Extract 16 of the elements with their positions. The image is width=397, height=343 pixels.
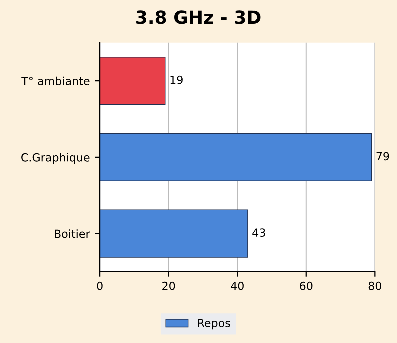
data-label: 19 — [170, 76, 183, 84]
y-tick-label: T° ambiante — [22, 76, 90, 86]
y-tick-label: C.Graphique — [22, 153, 90, 164]
x-tick-label: 20 — [162, 282, 176, 290]
data-label: 43 — [252, 228, 266, 238]
x-tick-label: 80 — [368, 282, 382, 290]
data-label: 79 — [376, 152, 390, 161]
chart-title: 3.8 GHz - 3D — [136, 10, 261, 24]
y-tick-label: Boitier — [55, 230, 90, 238]
bar — [100, 57, 166, 106]
x-tick-label: 60 — [300, 282, 313, 290]
x-tick-label: 40 — [231, 282, 244, 290]
bar — [100, 133, 372, 182]
x-tick-label: 0 — [97, 282, 103, 290]
legend-label: Repos — [198, 319, 230, 330]
bar — [100, 210, 248, 258]
